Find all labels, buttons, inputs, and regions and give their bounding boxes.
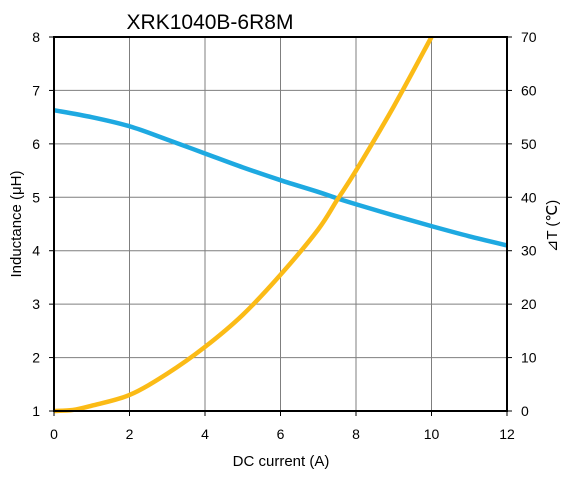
y2-tick-label: 30 (521, 243, 537, 259)
series-lines (53, 35, 508, 414)
x-tick-label: 8 (352, 426, 360, 442)
y-tick-labels: 1 2 3 4 5 6 7 8 (32, 29, 54, 419)
x-tick-label: 10 (424, 426, 440, 442)
temperature-rise-line (53, 35, 434, 414)
y2-tick-label: 50 (521, 136, 537, 152)
inductance-line (53, 107, 508, 248)
y2-tick-label: 40 (521, 189, 537, 205)
y2-tick-label: 0 (521, 403, 529, 419)
y-tick-label: 1 (32, 403, 40, 419)
x-tick-label: 12 (499, 426, 515, 442)
y-tick-label: 7 (32, 82, 40, 98)
x-tick-label: 6 (277, 426, 285, 442)
y-tick-label: 6 (32, 136, 40, 152)
y-axis-label: Inductance (μH) (8, 170, 25, 277)
y2-tick-label: 20 (521, 296, 537, 312)
y2-tick-label: 70 (521, 29, 537, 45)
y-tick-label: 3 (32, 296, 40, 312)
y-tick-label: 8 (32, 29, 40, 45)
x-tick-label: 0 (50, 426, 58, 442)
y2-tick-label: 10 (521, 350, 537, 366)
x-tick-labels: 0 2 4 6 8 10 12 (50, 411, 515, 442)
y-tick-label: 5 (32, 189, 40, 205)
x-tick-label: 2 (126, 426, 134, 442)
y2-axis-label: ⊿T (℃) (544, 200, 561, 252)
grid-lines (53, 36, 508, 412)
y2-tick-labels: 0 10 20 30 40 50 60 70 (507, 29, 537, 419)
chart-title: XRK1040B-6R8M (127, 11, 294, 34)
y-tick-label: 4 (32, 243, 40, 259)
y2-tick-label: 60 (521, 82, 537, 98)
y-tick-label: 2 (32, 350, 40, 366)
x-axis-label: DC current (A) (233, 453, 330, 470)
x-tick-label: 4 (201, 426, 209, 442)
